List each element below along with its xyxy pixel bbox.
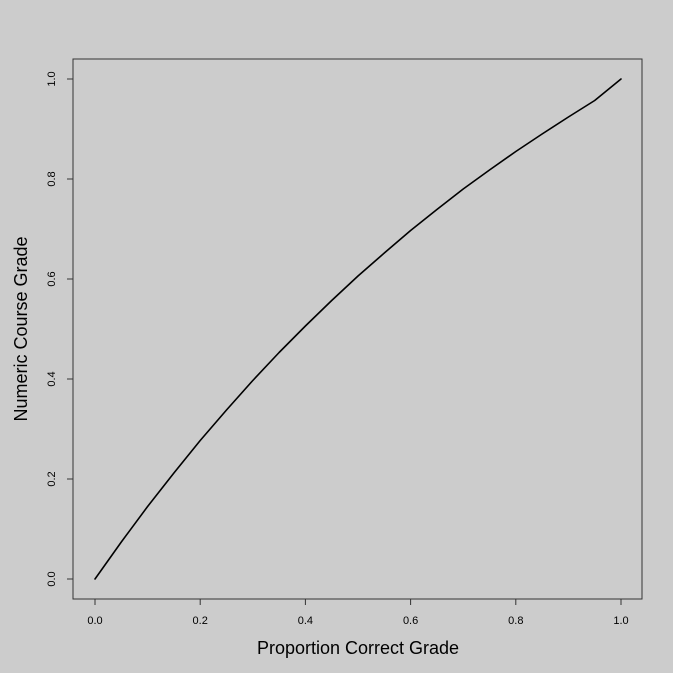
y-tick-label: 0.2 [46, 471, 58, 486]
y-tick-label: 0.0 [46, 571, 58, 586]
x-tick-label: 0.2 [193, 615, 208, 627]
plot-frame [72, 58, 643, 600]
series-line-0 [94, 78, 622, 580]
x-axis-title: Proportion Correct Grade [257, 638, 459, 658]
y-tick-label: 1.0 [46, 71, 58, 86]
series-layer [94, 78, 622, 580]
y-tick-label: 0.4 [46, 371, 58, 386]
x-axis: 0.0 0.2 0.4 0.6 0.8 1.0 [87, 598, 629, 627]
y-tick-label: 0.8 [46, 171, 58, 186]
x-tick-label: 0.8 [508, 615, 523, 627]
x-tick-label: 0.4 [298, 615, 313, 627]
x-tick-label: 0.0 [87, 615, 102, 627]
y-axis: 0.0 0.2 0.4 0.6 0.8 1.0 [46, 71, 74, 587]
y-tick-label: 0.6 [46, 271, 58, 286]
x-tick-label: 1.0 [613, 615, 628, 627]
x-tick-label: 0.6 [403, 615, 418, 627]
y-axis-title: Numeric Course Grade [11, 236, 31, 421]
